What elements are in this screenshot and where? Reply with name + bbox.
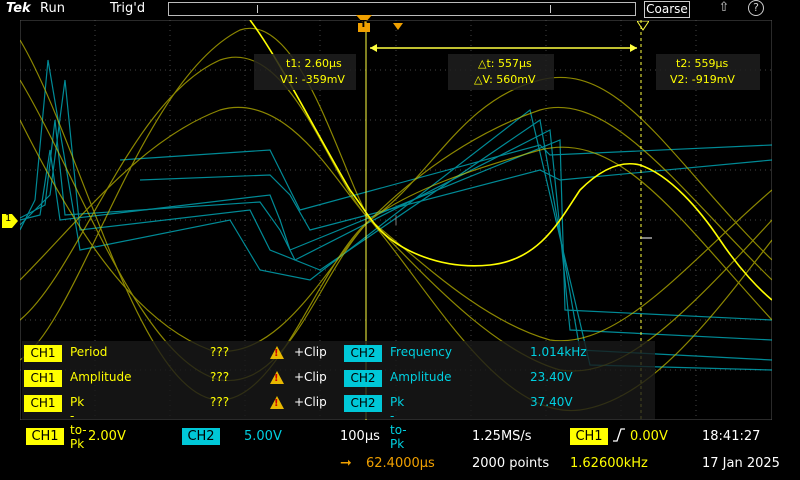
measurement-name: Frequency bbox=[390, 345, 452, 359]
save-icon[interactable]: ⇧ bbox=[718, 0, 730, 15]
cursor-b-readout: t2: 559µs V2: -919mV bbox=[656, 54, 760, 90]
clock-time: 18:41:27 bbox=[702, 429, 761, 444]
ch1-waveform bbox=[249, 20, 772, 301]
cursor-delta-t: △t: 557µs bbox=[478, 57, 532, 70]
warning-icon bbox=[270, 346, 284, 359]
measurement-value: ??? bbox=[210, 395, 230, 409]
measurement-name: Amplitude bbox=[390, 370, 452, 384]
cursor-delta-readout: △t: 557µs △V: 560mV bbox=[448, 54, 554, 90]
ch1-scale-badge[interactable]: CH1 bbox=[26, 428, 64, 445]
date: 17 Jan 2025 bbox=[702, 456, 780, 471]
trigger-frequency: 1.62600kHz bbox=[570, 456, 648, 471]
ch2-waveform bbox=[20, 59, 772, 371]
measurement-name: Pk -to- Pk bbox=[390, 395, 407, 451]
record-view-bar[interactable] bbox=[168, 2, 636, 16]
arrow-right-icon bbox=[630, 44, 637, 52]
arrow-left-icon bbox=[370, 44, 377, 52]
measurement-value: 23.40V bbox=[530, 370, 573, 384]
ch2-badge: CH2 bbox=[344, 395, 382, 412]
warning-icon bbox=[270, 396, 284, 409]
expansion-point-icon bbox=[393, 16, 403, 35]
cursor-v2: V2: -919mV bbox=[670, 73, 735, 86]
acquisition-status[interactable]: Run bbox=[40, 1, 65, 16]
ch1-scale[interactable]: 2.00V bbox=[88, 429, 126, 444]
record-view-window[interactable] bbox=[257, 5, 551, 13]
sample-rate: 1.25MS/s bbox=[472, 429, 532, 444]
trigger-source-badge[interactable]: CH1 bbox=[570, 428, 608, 445]
measurement-name: Amplitude bbox=[70, 370, 132, 384]
ch1-ground-marker[interactable]: 1 bbox=[2, 213, 18, 228]
measurement-value: ??? bbox=[210, 345, 230, 359]
coarse-button[interactable]: Coarse bbox=[644, 1, 690, 18]
clip-label: +Clip bbox=[294, 370, 327, 384]
measurement-value: 37.40V bbox=[530, 395, 573, 409]
rising-edge-icon bbox=[612, 427, 626, 447]
ch2-badge: CH2 bbox=[344, 370, 382, 387]
clip-label: +Clip bbox=[294, 395, 327, 409]
top-status-bar: Tek Run Trig'd Coarse ⇧ ? bbox=[0, 0, 800, 18]
ch1-badge: CH1 bbox=[24, 370, 62, 387]
trigger-status: Trig'd bbox=[110, 1, 146, 16]
measurement-name: Pk -to- Pk bbox=[70, 395, 87, 451]
cursor-delta-v: △V: 560mV bbox=[474, 73, 536, 86]
measurement-value: 1.014kHz bbox=[530, 345, 587, 359]
bottom-status-bar: CH1 2.00V CH2 5.00V 100µs 1.25MS/s CH1 0… bbox=[0, 424, 800, 480]
cursor-b-marker[interactable] bbox=[636, 16, 650, 35]
measurement-panel: CH1 Period ??? +Clip CH2 Frequency 1.014… bbox=[22, 341, 655, 451]
ch1-badge: CH1 bbox=[24, 395, 62, 412]
ch2-scale[interactable]: 5.00V bbox=[244, 429, 282, 444]
timebase[interactable]: 100µs bbox=[340, 429, 380, 444]
warning-icon bbox=[270, 371, 284, 384]
trigger-level[interactable]: 0.00V bbox=[630, 429, 668, 444]
cursor-t1: t1: 2.60µs bbox=[286, 57, 342, 70]
ch1-badge: CH1 bbox=[24, 345, 62, 362]
trigger-position-marker[interactable]: T bbox=[355, 14, 373, 32]
cursor-a-readout: t1: 2.60µs V1: -359mV bbox=[254, 54, 356, 90]
brand-logo: Tek bbox=[6, 1, 31, 16]
cursor-v1: V1: -359mV bbox=[280, 73, 345, 86]
record-length: 2000 points bbox=[472, 456, 550, 471]
measurement-name: Period bbox=[70, 345, 108, 359]
help-icon[interactable]: ? bbox=[748, 0, 764, 16]
position-arrow-icon: ➞ bbox=[340, 455, 352, 471]
ch2-badge: CH2 bbox=[344, 345, 382, 362]
cursor-t2: t2: 559µs bbox=[676, 57, 729, 70]
horizontal-position[interactable]: 62.4000µs bbox=[366, 456, 435, 471]
measurement-value: ??? bbox=[210, 370, 230, 384]
clip-label: +Clip bbox=[294, 345, 327, 359]
ch2-scale-badge[interactable]: CH2 bbox=[182, 428, 220, 445]
